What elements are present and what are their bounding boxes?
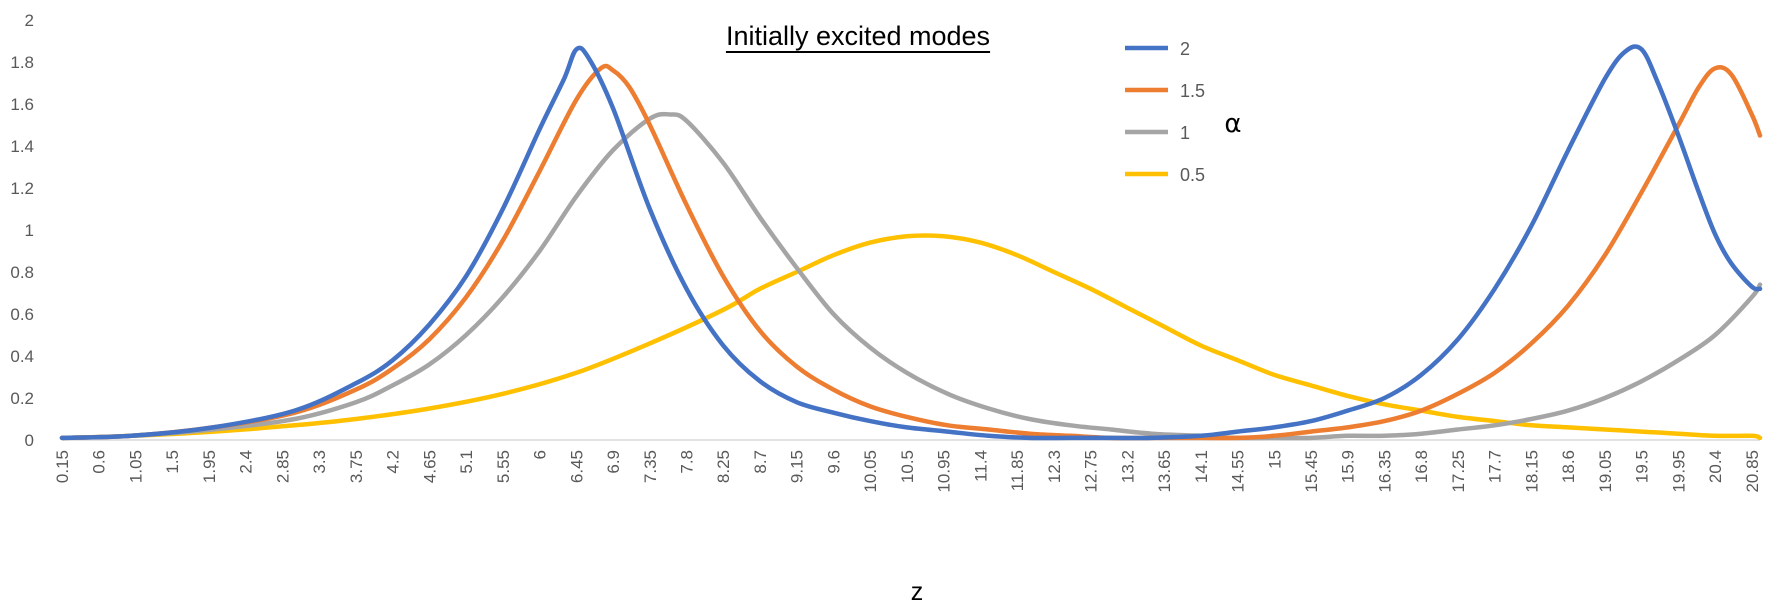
y-tick-label: 1.8 (10, 53, 34, 72)
legend-label: 1.5 (1180, 81, 1205, 101)
x-tick-label: 8.25 (714, 450, 733, 483)
x-tick-label: 17.25 (1449, 450, 1468, 493)
x-tick-label: 5.55 (494, 450, 513, 483)
x-tick-label: 10.95 (935, 450, 954, 493)
x-tick-label: 2.4 (237, 450, 256, 474)
x-tick-label: 18.6 (1559, 450, 1578, 483)
legend-label: 0.5 (1180, 165, 1205, 185)
x-axis-ticks: 0.15 0.6 1.05 1.5 1.95 2.4 2.85 3.3 3.75 4.2 4.65 5… (53, 450, 1762, 493)
x-tick-label: 9.6 (824, 450, 843, 474)
x-tick-label: 0.15 (53, 450, 72, 483)
y-tick-label: 1.2 (10, 179, 34, 198)
x-tick-label: 9.15 (788, 450, 807, 483)
x-tick-label: 12.3 (1045, 450, 1064, 483)
y-tick-label: 2 (25, 11, 34, 30)
x-tick-label: 0.6 (90, 450, 109, 474)
x-tick-label: 15.45 (1302, 450, 1321, 493)
y-tick-label: 0 (25, 431, 34, 450)
x-tick-label: 7.35 (641, 450, 660, 483)
x-tick-label: 14.55 (1229, 450, 1248, 493)
x-tick-label: 3.3 (310, 450, 329, 474)
legend-label: 1 (1180, 123, 1190, 143)
x-tick-label: 17.7 (1486, 450, 1505, 483)
x-tick-label: 13.2 (1118, 450, 1137, 483)
legend: 2 1.5 1 0.5 (1125, 39, 1205, 185)
y-axis-ticks: 0 0.2 0.4 0.6 0.8 1 1.2 1.4 1.6 1.8 2 (10, 11, 34, 450)
y-tick-label: 1.4 (10, 137, 34, 156)
x-tick-label: 15.9 (1339, 450, 1358, 483)
x-tick-label: 10.5 (898, 450, 917, 483)
x-tick-label: 19.5 (1633, 450, 1652, 483)
x-tick-label: 20.4 (1706, 450, 1725, 483)
x-tick-label: 18.15 (1522, 450, 1541, 493)
x-tick-label: 6 (531, 450, 550, 459)
x-axis-label: z (911, 578, 924, 606)
x-tick-label: 1.95 (200, 450, 219, 483)
series-line-0-5 (59, 233, 1763, 441)
series-line-1 (59, 111, 1763, 441)
x-tick-label: 19.95 (1669, 450, 1688, 493)
chart-title-group: Initially excited modes (725, 21, 991, 53)
y-tick-label: 0.8 (10, 263, 34, 282)
x-tick-label: 12.75 (1082, 450, 1101, 493)
x-tick-label: 7.8 (678, 450, 697, 474)
y-tick-label: 0.2 (10, 389, 34, 408)
x-tick-label: 2.85 (273, 450, 292, 483)
x-tick-label: 4.2 (384, 450, 403, 474)
x-tick-label: 20.85 (1743, 450, 1762, 493)
y-tick-label: 1.6 (10, 95, 34, 114)
chart-title: Initially excited modes (726, 21, 990, 51)
x-tick-label: 6.45 (567, 450, 586, 483)
x-tick-label: 11.4 (971, 450, 990, 482)
x-tick-label: 14.1 (1192, 450, 1211, 483)
x-tick-label: 16.35 (1375, 450, 1394, 493)
x-tick-label: 16.8 (1412, 450, 1431, 483)
x-tick-label: 5.1 (457, 450, 476, 474)
series-lines (59, 44, 1763, 441)
x-tick-label: 15 (1265, 450, 1284, 469)
x-tick-label: 3.75 (347, 450, 366, 483)
x-tick-label: 1.5 (163, 450, 182, 474)
legend-title: α (1224, 109, 1241, 139)
x-tick-label: 13.65 (1155, 450, 1174, 493)
x-tick-label: 6.9 (604, 450, 623, 474)
x-tick-label: 19.05 (1596, 450, 1615, 493)
series-line-2 (59, 44, 1763, 441)
x-tick-label: 11.85 (1008, 450, 1027, 491)
y-tick-label: 1 (25, 221, 34, 240)
x-tick-label: 1.05 (126, 450, 145, 483)
x-tick-label: 4.65 (420, 450, 439, 483)
y-tick-label: 0.4 (10, 347, 34, 366)
legend-label: 2 (1180, 39, 1190, 59)
series-line-1-5 (59, 63, 1763, 441)
x-tick-label: 10.05 (861, 450, 880, 493)
y-tick-label: 0.6 (10, 305, 34, 324)
x-tick-label: 8.7 (751, 450, 770, 474)
